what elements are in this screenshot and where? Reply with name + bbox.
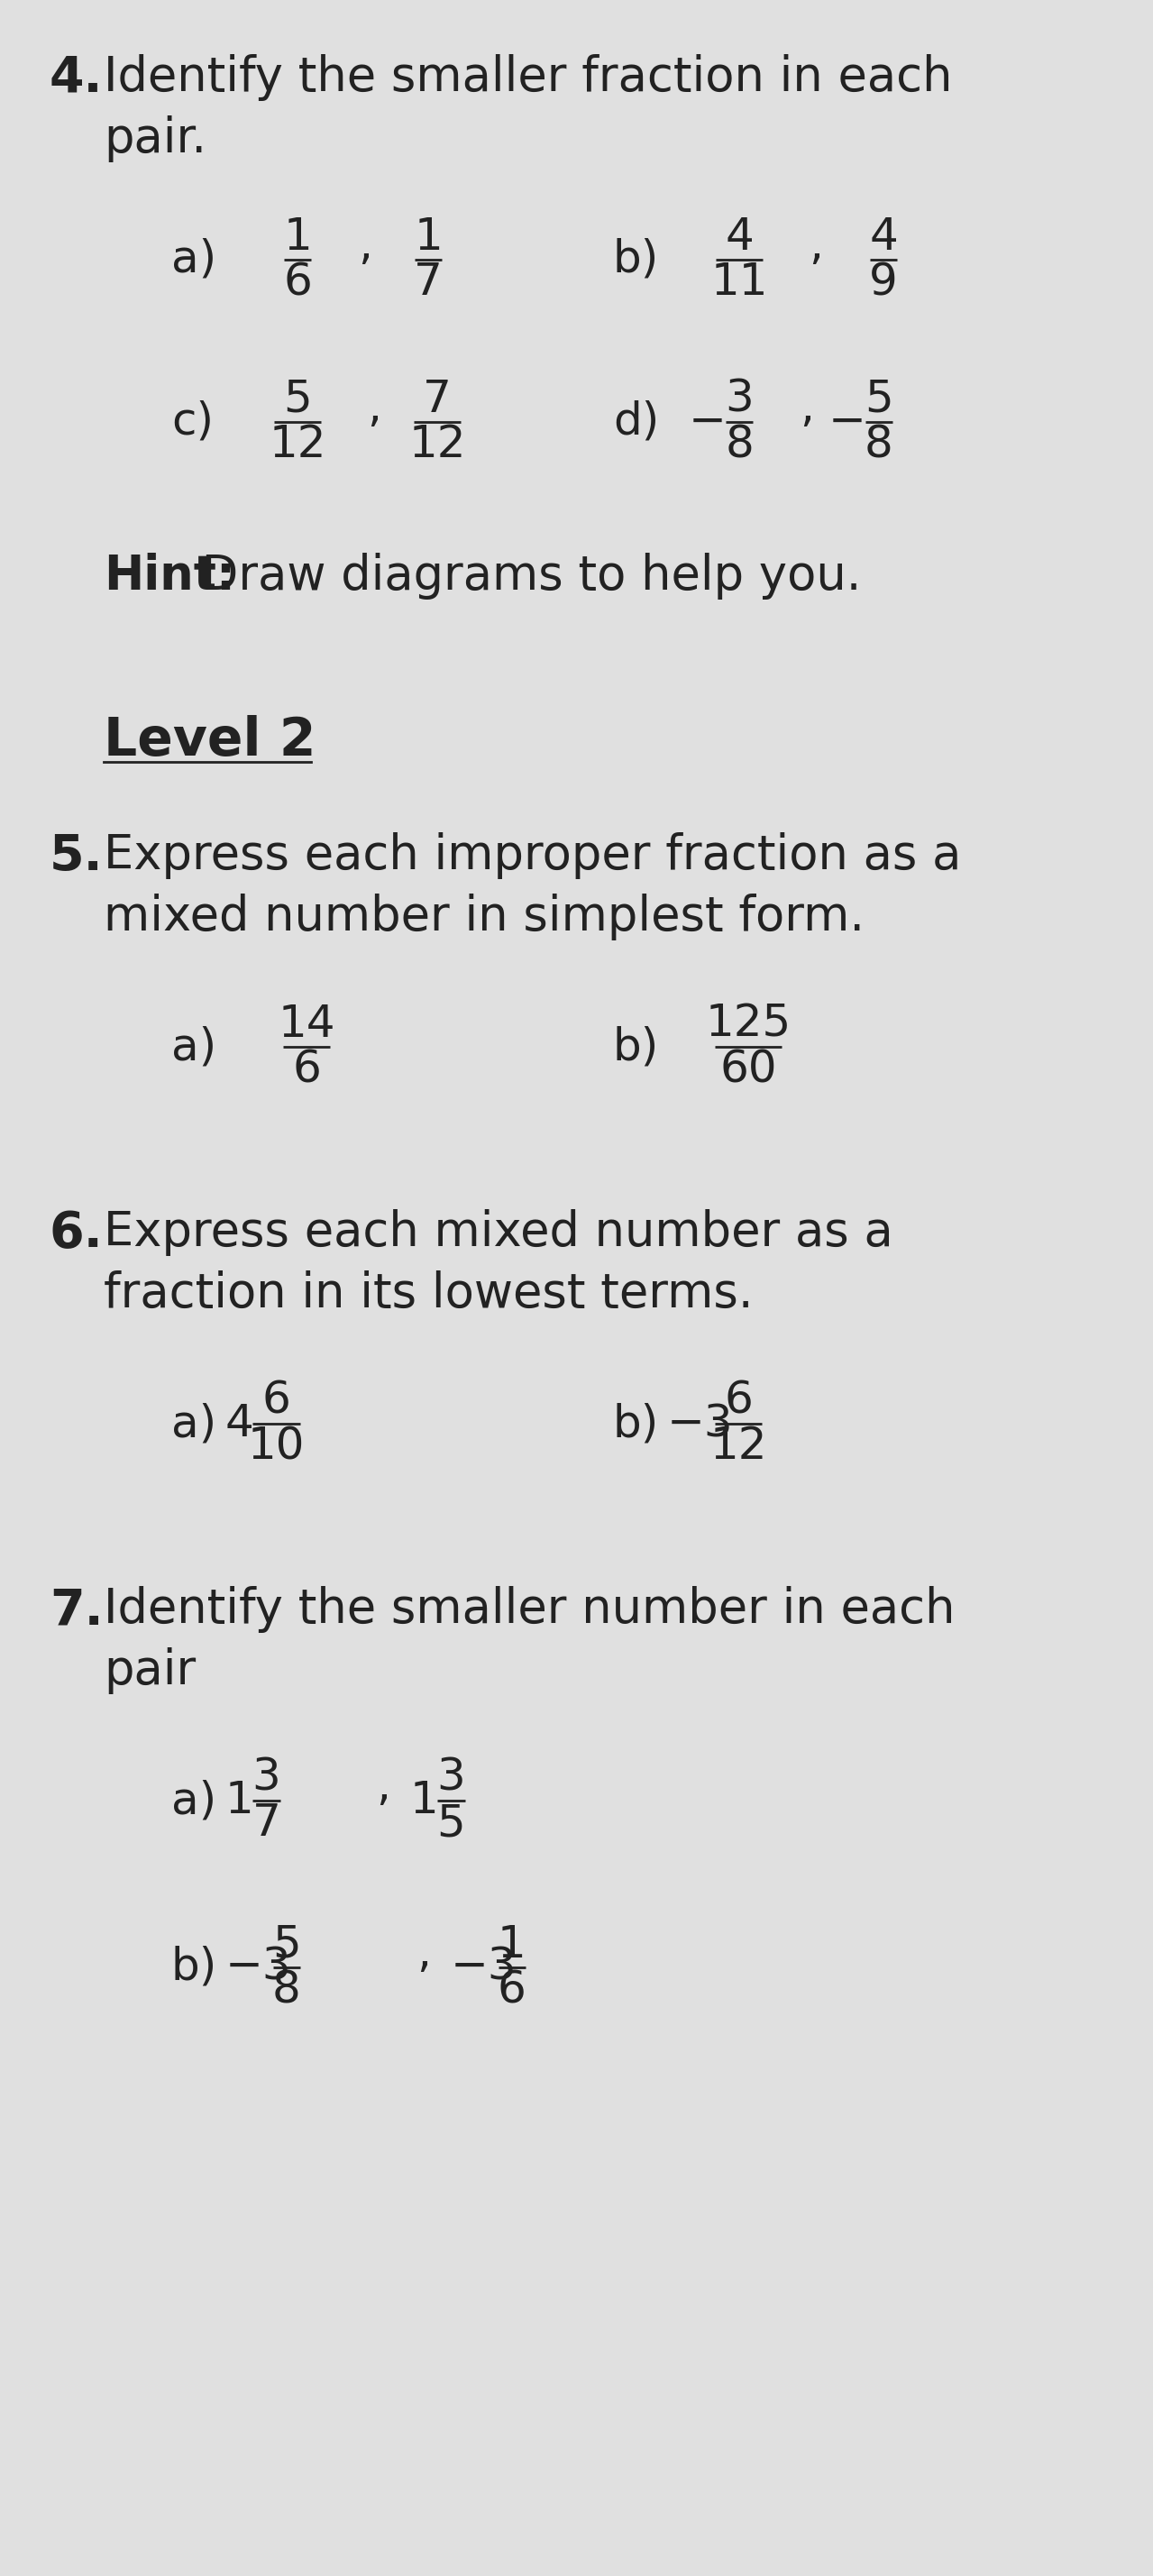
Text: 1: 1 <box>414 216 443 258</box>
Text: c): c) <box>172 399 213 443</box>
Text: 7: 7 <box>423 379 452 420</box>
Text: 8: 8 <box>272 1968 301 2012</box>
Text: 7.: 7. <box>50 1587 104 1636</box>
Text: pair: pair <box>104 1646 196 1695</box>
Text: b): b) <box>613 1401 660 1445</box>
Text: −3: −3 <box>668 1401 733 1445</box>
Text: 6: 6 <box>284 260 311 304</box>
Text: −: − <box>829 399 866 443</box>
Text: ,: , <box>367 386 382 430</box>
Text: 14: 14 <box>278 1002 336 1046</box>
Text: 12: 12 <box>269 422 326 466</box>
Text: a): a) <box>172 237 217 281</box>
Text: 7: 7 <box>414 260 443 304</box>
Text: 1: 1 <box>284 216 311 258</box>
Text: −: − <box>688 399 726 443</box>
Text: d): d) <box>613 399 660 443</box>
Text: b): b) <box>172 1945 218 1989</box>
Text: 11: 11 <box>710 260 768 304</box>
Text: a): a) <box>172 1780 217 1821</box>
Text: pair.: pair. <box>104 116 206 162</box>
Text: ,: , <box>800 386 814 430</box>
Text: 12: 12 <box>408 422 466 466</box>
Text: Level 2: Level 2 <box>104 716 316 768</box>
Text: 60: 60 <box>719 1048 777 1092</box>
Text: 7: 7 <box>253 1801 280 1844</box>
Text: ,: , <box>376 1765 390 1808</box>
Text: 4.: 4. <box>50 54 104 103</box>
Text: Express each mixed number as a: Express each mixed number as a <box>104 1208 894 1257</box>
Text: a): a) <box>172 1401 217 1445</box>
Text: ,: , <box>808 224 823 268</box>
Text: 6: 6 <box>292 1048 321 1092</box>
Text: 6: 6 <box>262 1378 291 1422</box>
Text: 6: 6 <box>724 1378 753 1422</box>
Text: 1: 1 <box>410 1780 439 1821</box>
Text: 8: 8 <box>725 422 754 466</box>
Text: −3: −3 <box>451 1945 517 1989</box>
Text: Hint:: Hint: <box>104 554 235 600</box>
Text: 3: 3 <box>725 379 754 420</box>
Text: 12: 12 <box>709 1425 767 1468</box>
Text: 5.: 5. <box>50 832 104 881</box>
Text: 8: 8 <box>865 422 894 466</box>
Text: ,: , <box>357 224 372 268</box>
Text: 6: 6 <box>497 1968 526 2012</box>
Text: 1: 1 <box>498 1924 526 1965</box>
Text: 5: 5 <box>272 1924 301 1965</box>
Text: 10: 10 <box>248 1425 306 1468</box>
Text: Identify the smaller fraction in each: Identify the smaller fraction in each <box>104 54 952 100</box>
Text: 4: 4 <box>725 216 754 258</box>
Text: Express each improper fraction as a: Express each improper fraction as a <box>104 832 962 878</box>
Text: fraction in its lowest terms.: fraction in its lowest terms. <box>104 1270 753 1316</box>
Text: b): b) <box>613 1025 660 1069</box>
Text: 5: 5 <box>284 379 311 420</box>
Text: a): a) <box>172 1025 217 1069</box>
Text: 3: 3 <box>437 1757 466 1801</box>
Text: b): b) <box>613 237 660 281</box>
Text: Draw diagrams to help you.: Draw diagrams to help you. <box>187 554 861 600</box>
Text: 9: 9 <box>869 260 898 304</box>
Text: 4: 4 <box>869 216 898 258</box>
Text: 5: 5 <box>437 1801 466 1844</box>
Text: 5: 5 <box>865 379 894 420</box>
Text: 1: 1 <box>225 1780 254 1821</box>
Text: 125: 125 <box>706 1002 791 1046</box>
Text: 3: 3 <box>253 1757 280 1801</box>
Text: 4: 4 <box>225 1401 254 1445</box>
Text: ,: , <box>416 1932 431 1976</box>
Text: Identify the smaller number in each: Identify the smaller number in each <box>104 1587 955 1633</box>
Text: mixed number in simplest form.: mixed number in simplest form. <box>104 894 865 940</box>
Text: −3: −3 <box>225 1945 292 1989</box>
Text: 6.: 6. <box>50 1208 104 1257</box>
